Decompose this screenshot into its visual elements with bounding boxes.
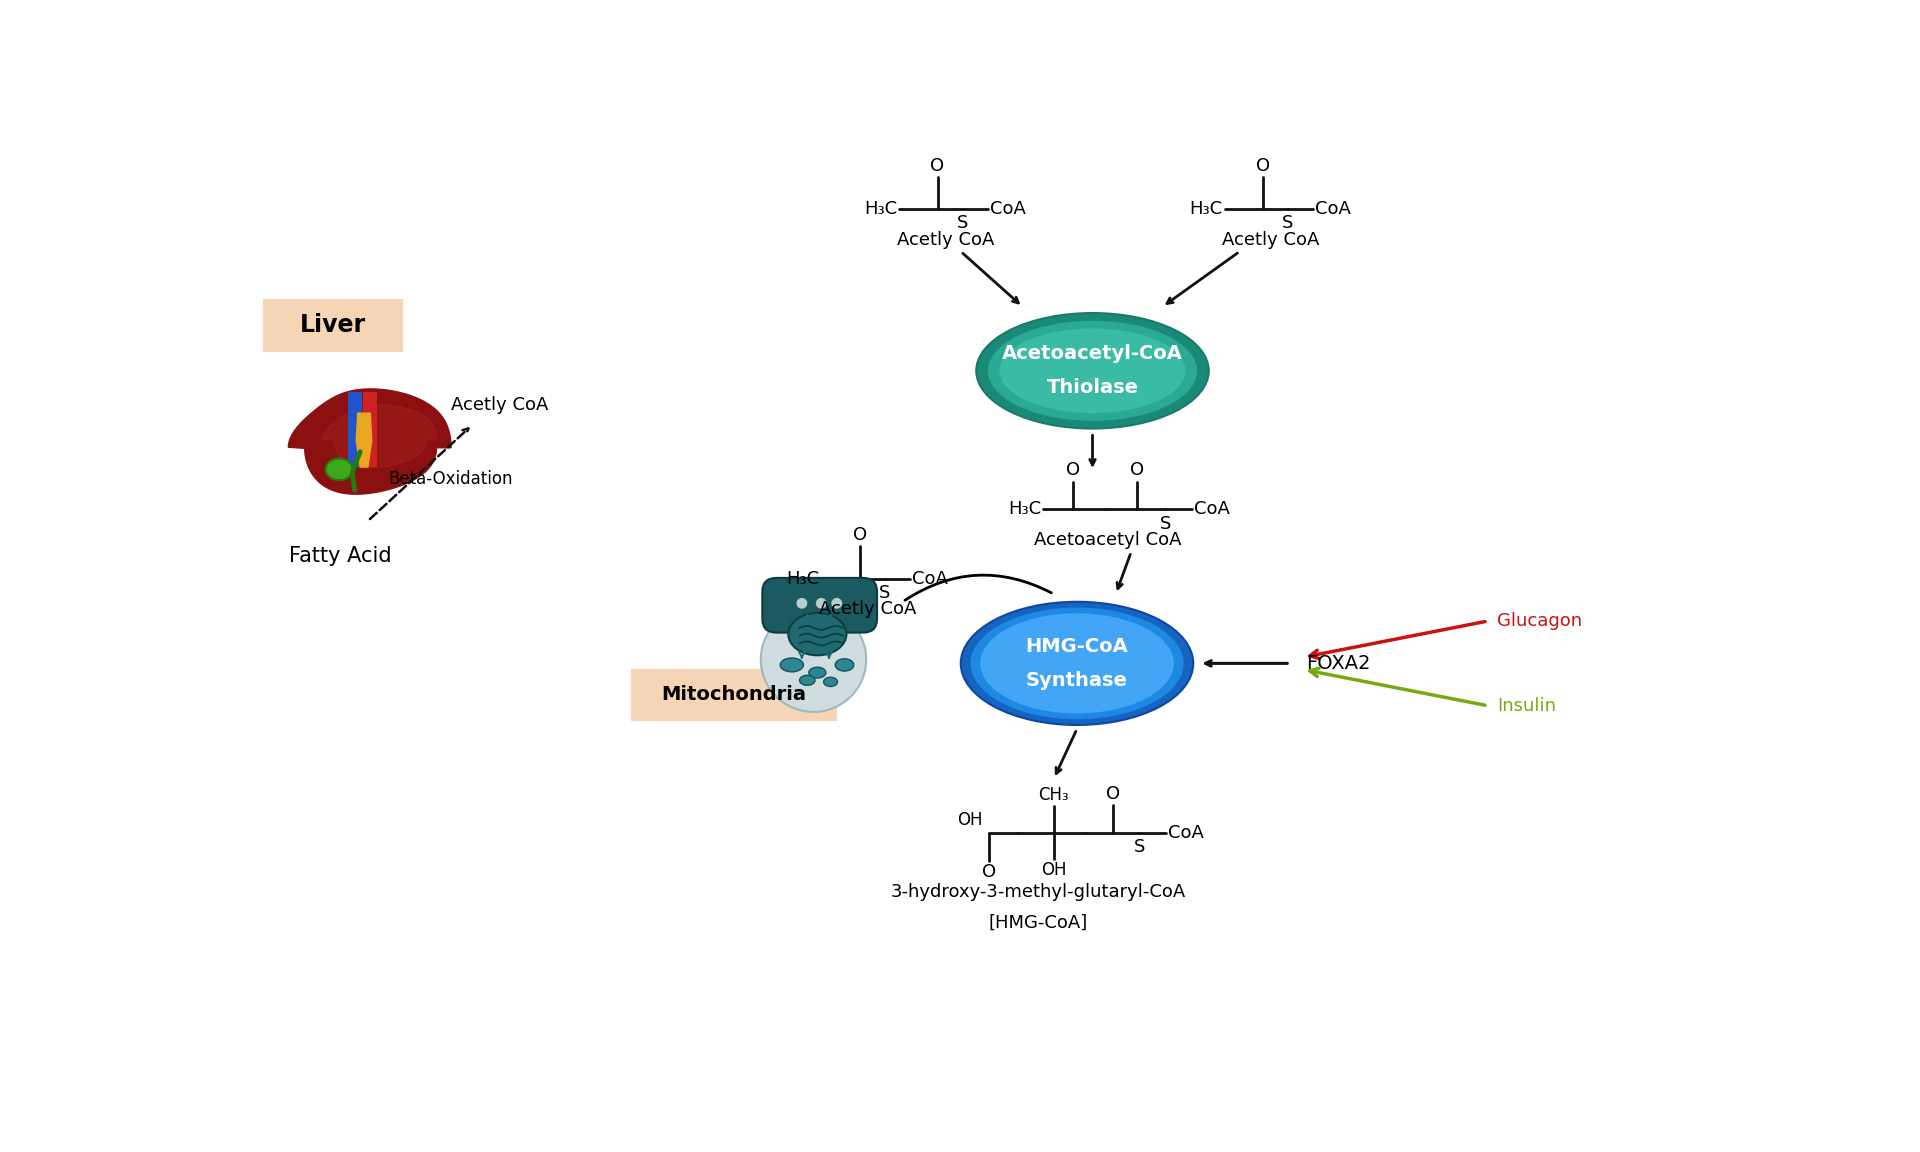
Text: CoA: CoA xyxy=(991,200,1025,218)
Text: Insulin: Insulin xyxy=(1498,697,1555,714)
Text: S: S xyxy=(1160,515,1171,532)
Text: Beta-Oxidation: Beta-Oxidation xyxy=(388,470,513,487)
Ellipse shape xyxy=(1000,328,1185,414)
Text: O: O xyxy=(1106,785,1119,803)
Text: Thiolase: Thiolase xyxy=(1046,378,1139,397)
Ellipse shape xyxy=(835,659,854,672)
Text: Acetly CoA: Acetly CoA xyxy=(897,230,995,249)
Text: Mitochondria: Mitochondria xyxy=(660,685,806,705)
Text: H₃C: H₃C xyxy=(1008,500,1041,518)
Text: CH₃: CH₃ xyxy=(1039,786,1069,804)
Ellipse shape xyxy=(975,313,1210,429)
Circle shape xyxy=(816,598,828,608)
Text: CoA: CoA xyxy=(1315,200,1352,218)
Text: Glucagon: Glucagon xyxy=(1498,612,1582,630)
Text: Acetly CoA: Acetly CoA xyxy=(820,600,916,619)
Ellipse shape xyxy=(808,667,826,679)
Text: O: O xyxy=(1256,157,1269,175)
Text: 3-hydroxy-3-methyl-glutaryl-CoA: 3-hydroxy-3-methyl-glutaryl-CoA xyxy=(891,882,1187,901)
Ellipse shape xyxy=(789,613,847,655)
Text: HMG-CoA: HMG-CoA xyxy=(1025,637,1129,655)
Text: O: O xyxy=(931,157,945,175)
Text: FOXA2: FOXA2 xyxy=(1306,654,1371,673)
Text: H₃C: H₃C xyxy=(787,570,820,588)
Text: O: O xyxy=(1131,461,1144,479)
Text: Acetly CoA: Acetly CoA xyxy=(1221,230,1319,249)
Ellipse shape xyxy=(979,613,1173,713)
Polygon shape xyxy=(357,414,372,467)
Circle shape xyxy=(797,598,806,608)
Ellipse shape xyxy=(824,677,837,687)
Ellipse shape xyxy=(326,458,353,480)
Bar xyxy=(363,392,376,467)
Text: Acetoacetyl-CoA: Acetoacetyl-CoA xyxy=(1002,344,1183,363)
Ellipse shape xyxy=(799,675,816,685)
Bar xyxy=(348,392,361,467)
Text: S: S xyxy=(1133,839,1144,856)
Circle shape xyxy=(760,607,866,712)
Text: H₃C: H₃C xyxy=(1188,200,1223,218)
Text: Fatty Acid: Fatty Acid xyxy=(290,546,392,566)
Text: S: S xyxy=(956,214,968,233)
Text: CoA: CoA xyxy=(1194,500,1231,518)
Text: Acetoacetyl CoA: Acetoacetyl CoA xyxy=(1035,531,1181,550)
Text: CoA: CoA xyxy=(912,570,948,588)
Text: Liver: Liver xyxy=(300,313,367,338)
Ellipse shape xyxy=(989,320,1198,420)
Text: O: O xyxy=(981,863,996,881)
Text: OH: OH xyxy=(958,811,983,829)
FancyBboxPatch shape xyxy=(263,300,403,351)
Text: O: O xyxy=(852,526,868,544)
Text: O: O xyxy=(1066,461,1079,479)
Text: Synthase: Synthase xyxy=(1025,670,1127,690)
Text: Acetly CoA: Acetly CoA xyxy=(451,396,549,415)
FancyBboxPatch shape xyxy=(632,669,837,721)
Ellipse shape xyxy=(970,607,1183,719)
Text: S: S xyxy=(879,584,891,602)
Ellipse shape xyxy=(960,601,1192,725)
Text: CoA: CoA xyxy=(1167,824,1204,842)
Text: [HMG-CoA]: [HMG-CoA] xyxy=(989,914,1089,932)
Polygon shape xyxy=(288,389,451,494)
Text: S: S xyxy=(1283,214,1294,233)
Text: H₃C: H₃C xyxy=(864,200,897,218)
Circle shape xyxy=(831,598,843,608)
FancyBboxPatch shape xyxy=(762,578,877,632)
Ellipse shape xyxy=(780,658,803,672)
Polygon shape xyxy=(323,404,436,468)
Text: OH: OH xyxy=(1041,862,1066,879)
